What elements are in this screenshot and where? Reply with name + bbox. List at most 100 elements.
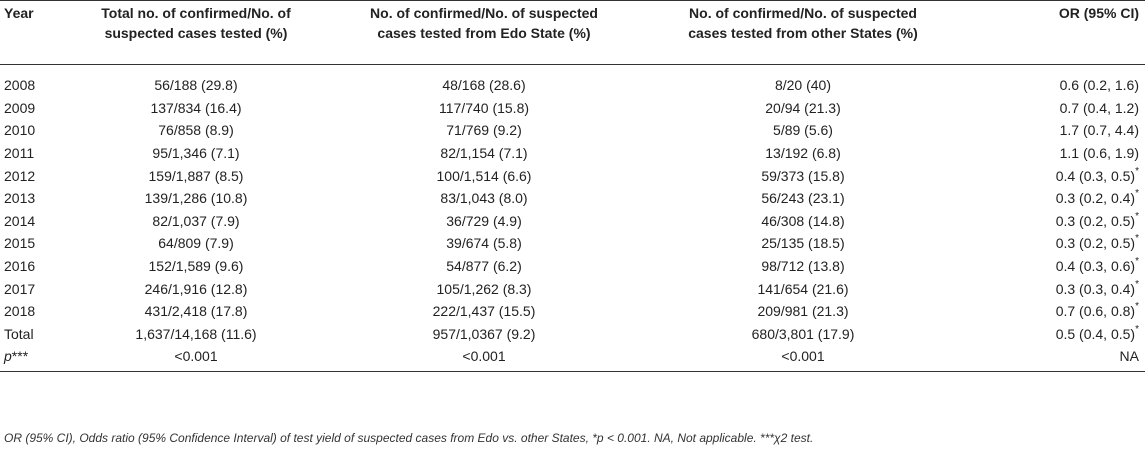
pvalue-other: <0.001: [648, 345, 958, 372]
cell-or: 0.3 (0.2, 0.5)*: [958, 210, 1145, 233]
cell-edo: 105/1,262 (8.3): [436, 280, 532, 297]
cell-total: 76/858 (8.9): [158, 122, 234, 139]
cell-or: 1.7 (0.7, 4.4): [958, 119, 1145, 142]
cell-or-value: 0.7 (0.6, 0.8): [1055, 303, 1136, 320]
cell-total: 56/188 (29.8): [154, 77, 238, 94]
cell-or-significance-star: *: [1135, 210, 1139, 222]
cell-total: 152/1,589 (9.6): [148, 258, 244, 275]
cell-edo: 54/877 (6.2): [446, 258, 522, 275]
cell-or-value: 0.3 (0.2, 0.5): [1055, 212, 1136, 229]
cell-other: 56/243 (23.1): [761, 190, 845, 207]
cell-other: 20/94 (21.3): [765, 99, 841, 116]
cell-edo: 82/1,154 (7.1): [440, 145, 528, 162]
header-edo: No. of confirmed/No. of suspected cases …: [320, 0, 648, 65]
pvalue-edo: <0.001: [320, 345, 648, 372]
table-row: 2014 82/1,037 (7.9) 36/729 (4.9) 46/308 (14…: [0, 210, 1145, 233]
cell-or-significance-star: *: [1135, 188, 1139, 200]
table-footnote: OR (95% CI), Odds ratio (95% Confidence …: [4, 431, 814, 445]
cell-or: 0.4 (0.3, 0.6)*: [958, 255, 1145, 278]
cell-or: 0.7 (0.4, 1.2): [958, 97, 1145, 120]
cell-total: 431/2,418 (17.8): [144, 303, 248, 320]
table-row: 2017 246/1,916 (12.8) 105/1,262 (8.3) 141/6…: [0, 277, 1145, 300]
table-row: 2009 137/834 (16.4) 117/740 (15.8) 20/94 (2…: [0, 97, 1145, 120]
pvalue-or: NA: [958, 345, 1145, 372]
cell-other: 13/192 (6.8): [765, 145, 841, 162]
cell-or-value: 0.4 (0.3, 0.5): [1055, 167, 1136, 184]
cell-total: 139/1,286 (10.8): [144, 190, 248, 207]
cell-year: 2013: [4, 190, 36, 207]
cell-or: 0.3 (0.3, 0.4)*: [958, 277, 1145, 300]
cell-or-value: 0.3 (0.3, 0.4): [1055, 280, 1136, 297]
cell-edo: 117/740 (15.8): [438, 99, 530, 116]
cell-or: 0.3 (0.2, 0.4)*: [958, 187, 1145, 210]
table-row: 2010 76/858 (8.9) 71/769 (9.2) 5/89 (5.6) 1.…: [0, 119, 1145, 142]
header-other: No. of confirmed/No. of suspected cases …: [648, 0, 958, 65]
cell-edo: 100/1,514 (6.6): [436, 167, 532, 184]
cell-edo: 71/769 (9.2): [446, 122, 522, 139]
cell-year: 2015: [4, 235, 36, 252]
table-row: 2018 431/2,418 (17.8) 222/1,437 (15.5) 209/…: [0, 300, 1145, 323]
cell-or-value: 0.3 (0.2, 0.5): [1055, 235, 1136, 252]
table-row: 2012 159/1,887 (8.5) 100/1,514 (6.6) 59/373…: [0, 164, 1145, 187]
cell-or-significance-star: *: [1135, 165, 1139, 177]
cell-or-significance-star: *: [1135, 323, 1139, 335]
cell-or-value: 0.4 (0.3, 0.6): [1055, 258, 1136, 275]
cell-total: 82/1,037 (7.9): [152, 212, 240, 229]
cell-year: Total: [4, 325, 34, 342]
cell-edo: 957/1,0367 (9.2): [432, 325, 536, 342]
cell-edo: 83/1,043 (8.0): [440, 190, 528, 207]
cell-or-value: 1.1 (0.6, 1.9): [1059, 145, 1139, 162]
pvalue-label-stars: ***: [11, 348, 29, 365]
cell-or-significance-star: *: [1135, 301, 1139, 313]
cell-year: 2012: [4, 167, 36, 184]
header-other-line-1: No. of confirmed/No. of suspected: [689, 5, 917, 21]
cell-year: 2010: [4, 122, 36, 139]
header-total: Total no. of confirmed/No. of suspected …: [72, 0, 320, 65]
cell-year: 2016: [4, 258, 36, 275]
cell-edo: 48/168 (28.6): [442, 77, 526, 94]
cell-or-value: 0.6 (0.2, 1.6): [1059, 77, 1139, 94]
cell-edo: 39/674 (5.8): [446, 235, 522, 252]
cell-or-significance-star: *: [1135, 256, 1139, 268]
cell-year: 2009: [4, 99, 36, 116]
cell-or: 0.3 (0.2, 0.5)*: [958, 232, 1145, 255]
lassa-test-yield-table: Year Total no. of confirmed/No. of suspe…: [0, 0, 1145, 372]
table-row: 2008 56/188 (29.8) 48/168 (28.6) 8/20 (40) 0…: [0, 65, 1145, 97]
cell-other: 141/654 (21.6): [757, 280, 849, 297]
header-year: Year: [0, 0, 72, 65]
cell-other: 98/712 (13.8): [761, 258, 845, 275]
table-header: Year Total no. of confirmed/No. of suspe…: [0, 0, 1145, 65]
cell-or-value: 0.7 (0.4, 1.2): [1059, 99, 1139, 116]
cell-or: 1.1 (0.6, 1.9): [958, 142, 1145, 165]
cell-or: 0.6 (0.2, 1.6): [958, 65, 1145, 97]
cell-or-significance-star: *: [1135, 278, 1139, 290]
cell-year: 2018: [4, 303, 36, 320]
cell-or: 0.4 (0.3, 0.5)*: [958, 164, 1145, 187]
table-row: 2011 95/1,346 (7.1) 82/1,154 (7.1) 13/192 (…: [0, 142, 1145, 165]
cell-other: 680/3,801 (17.9): [751, 325, 855, 342]
cell-total: 95/1,346 (7.1): [152, 145, 240, 162]
header-other-line-2: cases tested from other States (%): [688, 25, 918, 41]
cell-total: 1,637/14,168 (11.6): [135, 325, 257, 342]
table-row: 2016 152/1,589 (9.6) 54/877 (6.2) 98/712 (1…: [0, 255, 1145, 278]
cell-other: 8/20 (40): [774, 77, 832, 94]
header-edo-line-2: cases tested from Edo State (%): [377, 25, 591, 41]
cell-other: 209/981 (21.3): [757, 303, 849, 320]
pvalue-total: <0.001: [72, 345, 320, 372]
table-row-pvalue: p*** <0.001 <0.001 <0.001 NA: [0, 345, 1145, 372]
cell-or-value: 0.3 (0.2, 0.4): [1055, 190, 1136, 207]
cell-other: 5/89 (5.6): [773, 122, 833, 139]
cell-total: 64/809 (7.9): [158, 235, 234, 252]
header-total-line-1: Total no. of confirmed/No. of: [101, 5, 291, 21]
cell-or-value: 1.7 (0.7, 4.4): [1059, 122, 1139, 139]
cell-total: 137/834 (16.4): [150, 99, 242, 116]
cell-or-value: 0.5 (0.4, 0.5): [1055, 325, 1136, 342]
cell-or-significance-star: *: [1135, 233, 1139, 245]
table-row: Total 1,637/14,168 (11.6) 957/1,0367 (9.2)…: [0, 323, 1145, 346]
cell-edo: 222/1,437 (15.5): [432, 303, 536, 320]
cell-total: 246/1,916 (12.8): [144, 280, 248, 297]
cell-other: 46/308 (14.8): [761, 212, 845, 229]
cell-or: 0.5 (0.4, 0.5)*: [958, 323, 1145, 346]
cell-year: 2017: [4, 280, 36, 297]
